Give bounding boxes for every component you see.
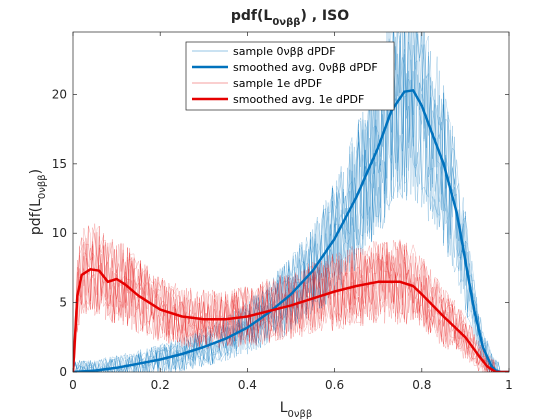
y-axis-label: pdf(L0νββ) [28,169,48,235]
sample-curve [73,235,509,372]
sample-curve [73,244,509,372]
legend-label: sample 0νββ dPDF [233,45,336,58]
sample-curve [73,241,509,372]
average-curves [73,89,509,372]
x-axis: 0 0.2 0.4 0.6 0.8 1 [69,32,513,392]
sample-curve [73,32,509,372]
sample-curve [73,32,509,372]
x-tick-label: 1 [505,378,513,392]
sample-curve [73,32,509,372]
x-tick-label: 0.4 [238,378,257,392]
y-tick-label: 10 [52,226,67,240]
sample-curve [73,226,509,372]
x-tick-label: 0.2 [151,378,170,392]
x-tick-label: 0 [69,378,77,392]
x-tick-label: 0.6 [325,378,344,392]
average-curve [73,268,509,372]
y-tick-label: 15 [52,157,67,171]
x-axis-label: L0νββ [280,400,313,420]
sample-curve [73,225,509,372]
plot-frame [72,31,510,373]
sample-curve [73,225,509,372]
x-tick-label: 0.8 [412,378,431,392]
legend-label: smoothed avg. 1e dPDF [233,93,364,106]
y-axis: 0 5 10 15 20 [52,87,509,379]
average-curve [73,89,509,372]
legend-label: smoothed avg. 0νββ dPDF [233,61,378,74]
sample-curve [73,32,509,372]
sample-curve [73,236,509,372]
sample-curve [73,223,509,372]
sample-curve [73,32,509,372]
chart-title: pdf(L0νββ) , ISO [231,8,349,28]
sample-curve [73,32,509,372]
sample-curve [73,225,509,372]
sample-curve [73,32,509,372]
y-tick-label: 5 [59,296,67,310]
legend: sample 0νββ dPDF smoothed avg. 0νββ dPDF s… [185,41,395,111]
legend-label: sample 1e dPDF [233,77,322,90]
y-tick-label: 0 [59,365,67,379]
y-tick-label: 20 [52,87,67,101]
